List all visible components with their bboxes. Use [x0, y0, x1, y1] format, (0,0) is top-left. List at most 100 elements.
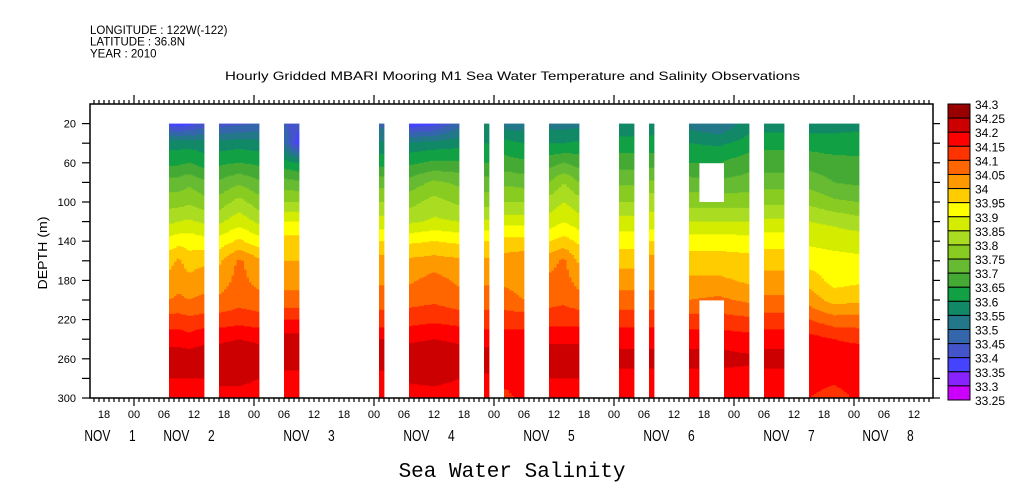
- heatmap-cell: [254, 123, 257, 132]
- heatmap-cell: [436, 129, 440, 136]
- heatmap-cell: [254, 151, 257, 166]
- heatmap-cell: [436, 255, 440, 274]
- heatmap-cell: [559, 174, 562, 188]
- heatmap-cell: [439, 305, 442, 324]
- heatmap-cell: [704, 275, 707, 299]
- heatmap-cell: [694, 221, 697, 235]
- heatmap-cell: [724, 178, 727, 194]
- heatmap-cell: [506, 288, 510, 312]
- heatmap-cell: [424, 151, 427, 163]
- colorbar-swatch: [947, 202, 971, 218]
- heatmap-cell: [849, 314, 852, 328]
- heatmap-cell: [549, 326, 552, 345]
- heatmap-cell: [434, 254, 437, 273]
- heatmap-cell: [256, 194, 260, 211]
- heatmap-cell: [379, 202, 382, 217]
- heatmap-cell: [626, 368, 630, 399]
- x-tick-label: 12: [788, 409, 800, 421]
- heatmap-cell: [456, 257, 460, 287]
- heatmap-cell: [419, 256, 422, 279]
- heatmap-cell: [451, 160, 455, 173]
- heatmap-cell: [221, 292, 225, 313]
- heatmap-cell: [624, 268, 627, 291]
- heatmap-cell: [196, 134, 200, 141]
- heatmap-cell: [739, 155, 742, 176]
- heatmap-cell: [219, 294, 222, 314]
- heatmap-cell: [381, 166, 385, 177]
- heatmap-cell: [289, 307, 292, 320]
- heatmap-cell: [234, 125, 237, 133]
- heatmap-cell: [649, 349, 652, 369]
- heatmap-cell: [566, 223, 570, 238]
- heatmap-cell: [411, 127, 415, 133]
- heatmap-cell: [779, 123, 782, 133]
- heatmap-cell: [241, 251, 245, 262]
- heatmap-cell: [439, 140, 442, 150]
- heatmap-cell: [551, 179, 555, 195]
- heatmap-cell: [486, 373, 490, 399]
- heatmap-cell: [549, 123, 552, 130]
- heatmap-cell: [764, 204, 767, 220]
- heatmap-cell: [416, 142, 420, 153]
- heatmap-cell: [561, 184, 565, 204]
- heatmap-cell: [199, 134, 202, 141]
- heatmap-cell: [449, 280, 452, 309]
- heatmap-cell: [291, 235, 295, 262]
- heatmap-cell: [484, 329, 487, 348]
- heatmap-cell: [824, 123, 827, 134]
- heatmap-cell: [186, 332, 190, 350]
- heatmap-cell: [746, 192, 750, 209]
- heatmap-cell: [294, 211, 297, 222]
- heatmap-cell: [486, 143, 490, 164]
- heatmap-cell: [431, 323, 435, 340]
- heatmap-cell: [746, 172, 750, 193]
- heatmap-cell: [846, 252, 850, 287]
- heatmap-cell: [844, 154, 847, 185]
- heatmap-cell: [241, 240, 245, 252]
- heatmap-cell: [814, 222, 817, 248]
- heatmap-cell: [186, 130, 190, 136]
- colorbar-swatch: [947, 173, 971, 190]
- heatmap-cell: [569, 206, 572, 226]
- heatmap-cell: [236, 259, 240, 309]
- heatmap-cell: [844, 229, 847, 253]
- heatmap-cell: [439, 128, 442, 135]
- heatmap-cell: [189, 130, 192, 136]
- x-tick-label: 18: [578, 409, 590, 421]
- heatmap-cell: [811, 395, 815, 399]
- heatmap-cell: [631, 268, 635, 291]
- heatmap-cell: [231, 163, 235, 176]
- heatmap-cell: [504, 139, 507, 156]
- heatmap-cell: [776, 123, 780, 133]
- heatmap-cell: [626, 290, 630, 311]
- heatmap-cell: [631, 368, 635, 399]
- heatmap-cell: [626, 249, 630, 270]
- heatmap-cell: [571, 128, 575, 142]
- heatmap-cell: [741, 301, 745, 317]
- heatmap-cell: [839, 341, 842, 389]
- heatmap-cell: [194, 150, 197, 166]
- heatmap-cell: [849, 214, 852, 231]
- heatmap-cell: [181, 348, 185, 379]
- heatmap-cell: [219, 140, 222, 152]
- heatmap-cell: [201, 134, 205, 141]
- heatmap-cell: [449, 160, 452, 173]
- heatmap-cell: [441, 231, 445, 243]
- heatmap-cell: [199, 329, 202, 347]
- heatmap-cell: [239, 250, 242, 261]
- heatmap-cell: [456, 137, 460, 149]
- heatmap-cell: [706, 132, 710, 146]
- heatmap-cell: [439, 160, 442, 172]
- heatmap-cell: [816, 133, 820, 153]
- heatmap-cell: [191, 150, 195, 165]
- heatmap-cell: [551, 227, 555, 241]
- heatmap-cell: [249, 131, 252, 140]
- heatmap-cell: [381, 229, 385, 242]
- heatmap-cell: [779, 312, 782, 330]
- heatmap-cell: [556, 378, 560, 399]
- heatmap-cell: [704, 145, 707, 164]
- heatmap-cell: [221, 123, 225, 128]
- heatmap-cell: [559, 326, 562, 345]
- heatmap-cell: [254, 310, 257, 328]
- heatmap-cell: [224, 245, 227, 259]
